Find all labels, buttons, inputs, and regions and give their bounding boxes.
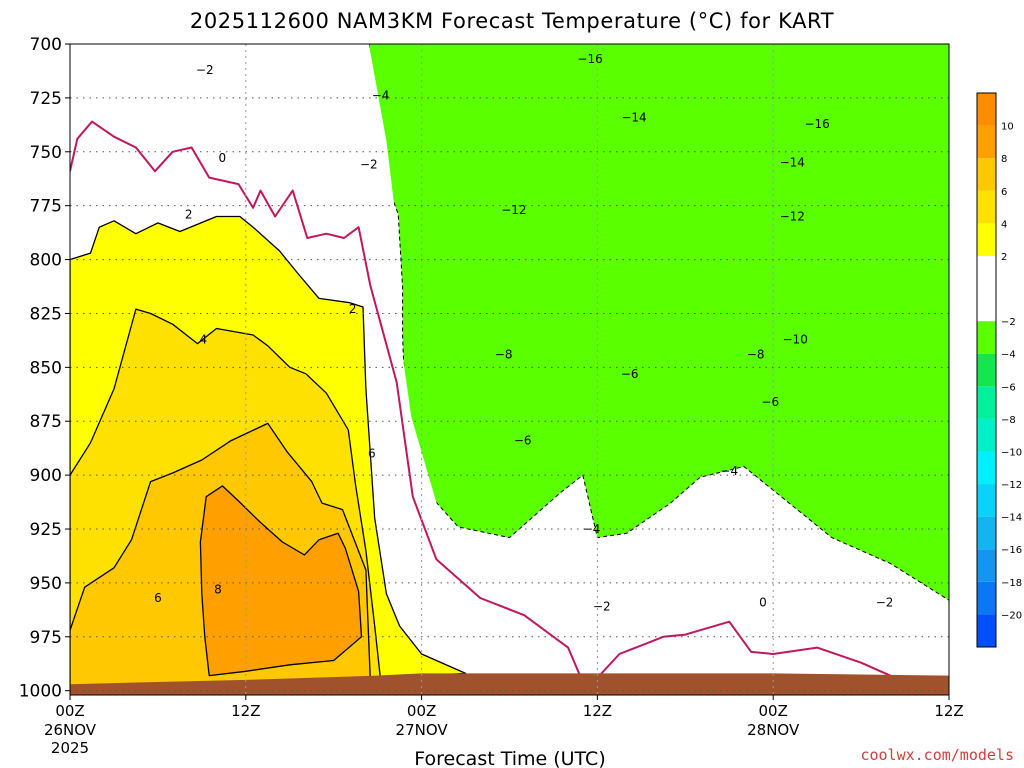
contour-label: −16 bbox=[804, 117, 829, 131]
colorbar-tick-label: −16 bbox=[1001, 545, 1022, 556]
contour-label: −2 bbox=[876, 595, 894, 609]
colorbar-tick-label: −20 bbox=[1001, 610, 1022, 621]
contour-label: 0 bbox=[759, 595, 767, 609]
x-tick-label: 00Z bbox=[759, 702, 788, 720]
y-tick-label: 700 bbox=[30, 35, 62, 55]
plot-frame bbox=[69, 43, 950, 696]
contour-label: −6 bbox=[621, 367, 639, 381]
chart-title: 2025112600 NAM3KM Forecast Temperature (… bbox=[190, 9, 834, 33]
contour-label: −14 bbox=[780, 156, 805, 170]
contour-label: −4 bbox=[372, 89, 390, 103]
y-tick-label: 875 bbox=[30, 412, 62, 432]
contour-label: 6 bbox=[154, 591, 162, 605]
y-tick-label: 950 bbox=[30, 574, 62, 594]
colorbar-tick-label: −10 bbox=[1001, 447, 1022, 458]
temperature-region-minus4 bbox=[368, 44, 949, 601]
x-tick-label: 00Z bbox=[55, 702, 84, 720]
colorbar-band bbox=[977, 451, 996, 485]
x-tick-date: 27NOV bbox=[396, 721, 449, 739]
x-axis-label: Forecast Time (UTC) bbox=[414, 748, 605, 768]
colorbar-band bbox=[977, 190, 996, 224]
y-tick-label: 975 bbox=[30, 628, 62, 648]
colorbar-band bbox=[977, 158, 996, 191]
colorbar-tick-label: 2 bbox=[1001, 252, 1007, 263]
y-tick-label: 900 bbox=[30, 466, 62, 486]
contour-label: −6 bbox=[514, 434, 532, 448]
colorbar-tick-label: 4 bbox=[1001, 219, 1007, 230]
contour-label: 2 bbox=[185, 207, 193, 221]
contour-label: −2 bbox=[593, 600, 611, 614]
temperature-region-plus8 bbox=[199, 485, 363, 677]
colorbar-band bbox=[977, 581, 996, 615]
y-tick-label: 850 bbox=[30, 358, 62, 378]
colorbar-legend: 10 8 6 4 2 −2 −4 −6 −8 −10 −12 −14 −16 −18 −20 bbox=[976, 92, 1022, 648]
contour-label: −12 bbox=[501, 203, 526, 217]
ground-terrain bbox=[70, 673, 949, 695]
x-tick-label: 12Z bbox=[231, 702, 260, 720]
contour-label: −8 bbox=[495, 347, 513, 361]
colorbar-band bbox=[977, 93, 996, 126]
colorbar-band bbox=[977, 516, 996, 550]
plot-area: −2 −4 −2 −16 −14 −16 −14 −12 −12 0 2 2 4 −8 −8 −10 −6 −6 −… bbox=[70, 44, 949, 695]
colorbar-band bbox=[977, 255, 996, 322]
contour-label: −4 bbox=[720, 464, 738, 478]
colorbar-tick-label: 8 bbox=[1001, 154, 1007, 165]
x-tick-date: 26NOV bbox=[44, 721, 97, 739]
y-tick-label: 925 bbox=[30, 520, 62, 540]
credit-link[interactable]: coolwx.com/models bbox=[860, 746, 1014, 764]
colorbar-band bbox=[977, 418, 996, 452]
contour-label: 8 bbox=[214, 582, 222, 596]
contour-label: 2 bbox=[349, 302, 357, 316]
x-tick-date: 28NOV bbox=[747, 721, 800, 739]
colorbar-tick-label: 10 bbox=[1001, 122, 1014, 133]
contour-label: −12 bbox=[780, 209, 805, 223]
y-tick-label: 750 bbox=[30, 143, 62, 163]
contour-label: −6 bbox=[761, 395, 779, 409]
y-tick-label: 725 bbox=[30, 89, 62, 109]
y-tick-label: 1000 bbox=[19, 682, 62, 702]
axes: 7007257507758008258508759009259509751000… bbox=[19, 35, 964, 757]
colorbar-tick-label: −2 bbox=[1001, 317, 1016, 328]
colorbar-frame bbox=[976, 92, 997, 648]
x-tick-year: 2025 bbox=[51, 739, 89, 757]
colorbar-band bbox=[977, 125, 996, 159]
colorbar-tick-label: −12 bbox=[1001, 480, 1022, 491]
contour-label: −2 bbox=[360, 158, 378, 172]
contour-label: −16 bbox=[577, 52, 602, 66]
colorbar-band bbox=[977, 614, 996, 647]
y-tick-label: 800 bbox=[30, 251, 62, 271]
colorbar-band bbox=[977, 353, 996, 387]
contour-label: −10 bbox=[783, 332, 808, 346]
contour-label: 0 bbox=[219, 151, 227, 165]
colorbar-band bbox=[977, 223, 996, 256]
colorbar-tick-label: −18 bbox=[1001, 578, 1022, 589]
contour-label: −14 bbox=[621, 110, 646, 124]
contour-label: 6 bbox=[368, 447, 376, 461]
colorbar-band bbox=[977, 386, 996, 419]
colorbar-band bbox=[977, 321, 996, 354]
contour-label: −2 bbox=[196, 63, 214, 77]
y-tick-label: 825 bbox=[30, 304, 62, 324]
contour-label: 4 bbox=[199, 332, 207, 346]
colorbar-tick-label: −8 bbox=[1001, 415, 1016, 426]
colorbar-tick-label: −14 bbox=[1001, 513, 1022, 524]
freezing-contour-line bbox=[70, 120, 949, 686]
contour-label: −4 bbox=[583, 522, 601, 536]
colorbar-band bbox=[977, 549, 996, 582]
contour-label: −8 bbox=[747, 347, 765, 361]
x-tick-label: 12Z bbox=[934, 702, 963, 720]
x-tick-label: 00Z bbox=[407, 702, 436, 720]
colorbar-tick-label: 6 bbox=[1001, 187, 1007, 198]
colorbar-tick-label: −6 bbox=[1001, 382, 1016, 393]
y-tick-label: 775 bbox=[30, 197, 62, 217]
colorbar-tick-label: −4 bbox=[1001, 350, 1016, 361]
x-tick-label: 12Z bbox=[583, 702, 612, 720]
colorbar-band bbox=[977, 484, 996, 517]
